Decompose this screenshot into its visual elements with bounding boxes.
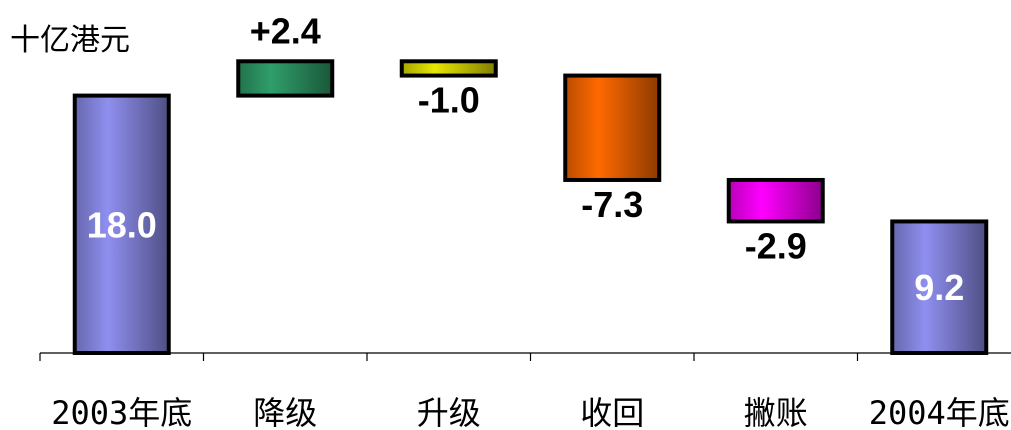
category-label-6: 2004年底 <box>869 394 1010 430</box>
bars <box>72 59 989 355</box>
bar-1 <box>72 93 171 355</box>
value-label-2: +2.4 <box>250 10 321 51</box>
category-label-1: 2003年底 <box>51 394 192 430</box>
bar-4 <box>563 73 662 182</box>
category-label-5: 撇账 <box>744 394 808 430</box>
category-label-2: 降级 <box>253 394 317 430</box>
bar-6 <box>890 219 989 355</box>
category-label-3: 升级 <box>417 394 481 430</box>
value-label-1: 18.0 <box>87 204 157 245</box>
value-label-4: -7.3 <box>581 184 643 225</box>
value-label-5: -2.9 <box>745 225 807 266</box>
category-label-4: 收回 <box>580 394 644 430</box>
bar-3 <box>399 59 498 78</box>
value-label-6: 9.2 <box>914 267 964 308</box>
bar-5 <box>726 177 825 224</box>
category-labels: 2003年底 降级 升级 收回 撇账 2004年底 <box>51 394 1010 430</box>
bar-2 <box>236 59 335 98</box>
value-label-3: -1.0 <box>418 80 480 121</box>
unit-label: 十亿港元 <box>10 23 130 58</box>
value-labels: 18.0 +2.4 -1.0 -7.3 -2.9 9.2 <box>87 10 965 308</box>
x-axis <box>39 352 1011 361</box>
